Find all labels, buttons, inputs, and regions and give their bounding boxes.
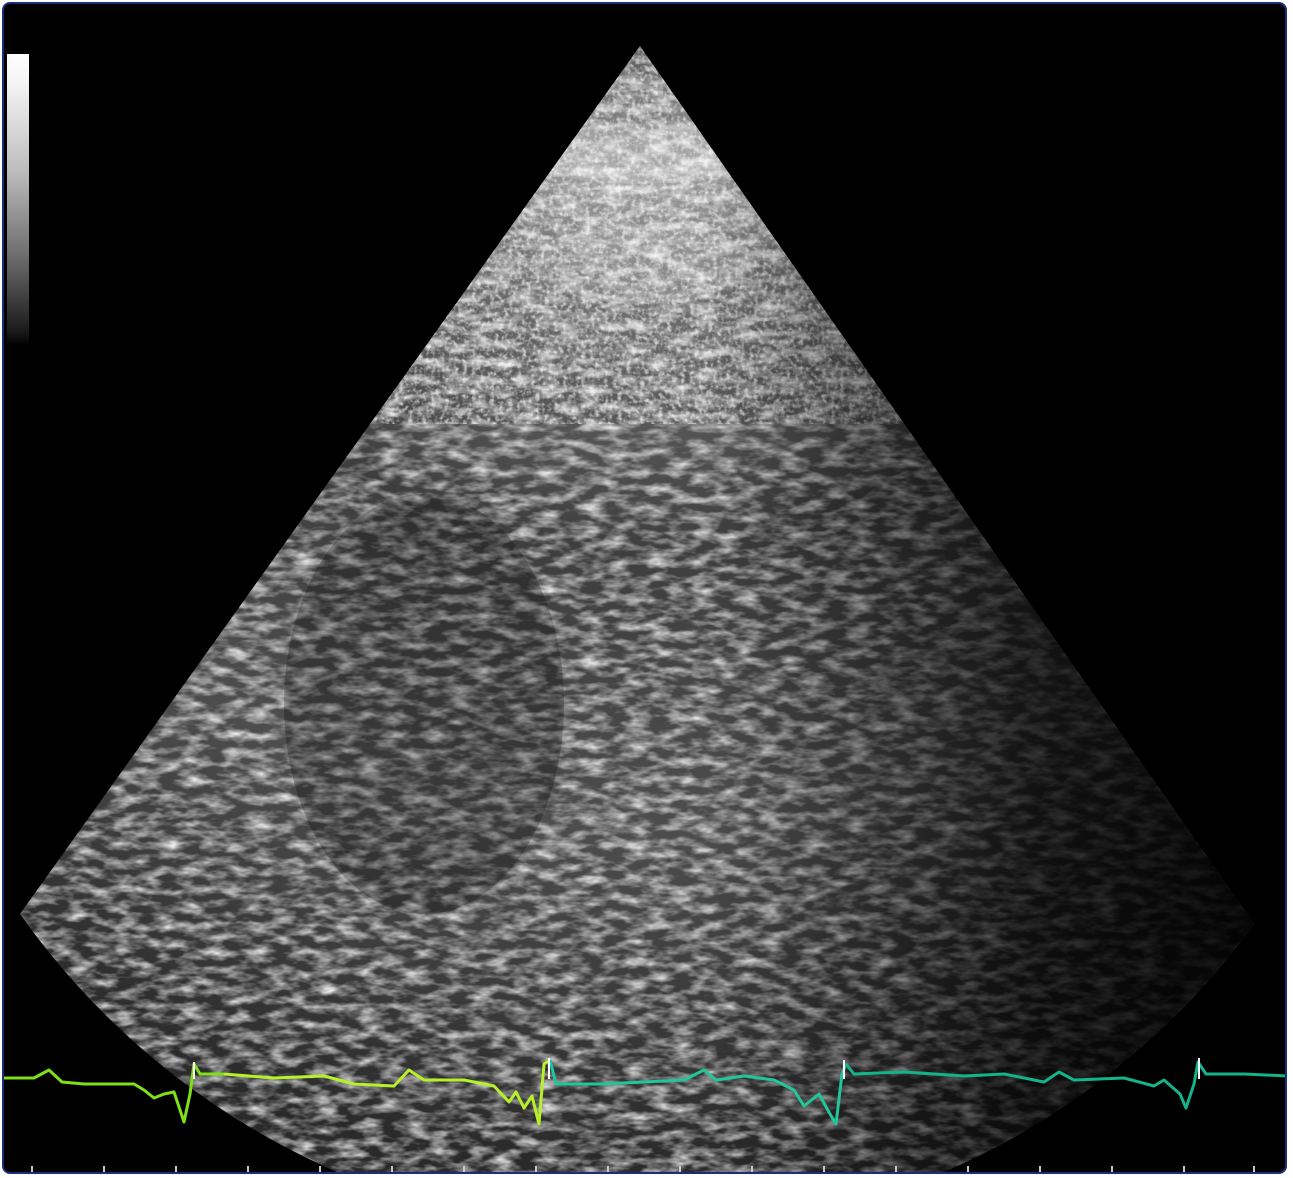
grayscale-calibration-bar	[7, 54, 29, 346]
time-axis-ticks	[31, 1166, 1255, 1172]
ultrasound-scene	[4, 46, 1285, 1172]
ecg-segment-2	[223, 1058, 551, 1126]
ecg-segment-3	[548, 1059, 848, 1126]
ecg-segment-1	[4, 1062, 224, 1124]
ecg-trace	[4, 1058, 1285, 1126]
ultrasound-sector	[20, 46, 1254, 1172]
